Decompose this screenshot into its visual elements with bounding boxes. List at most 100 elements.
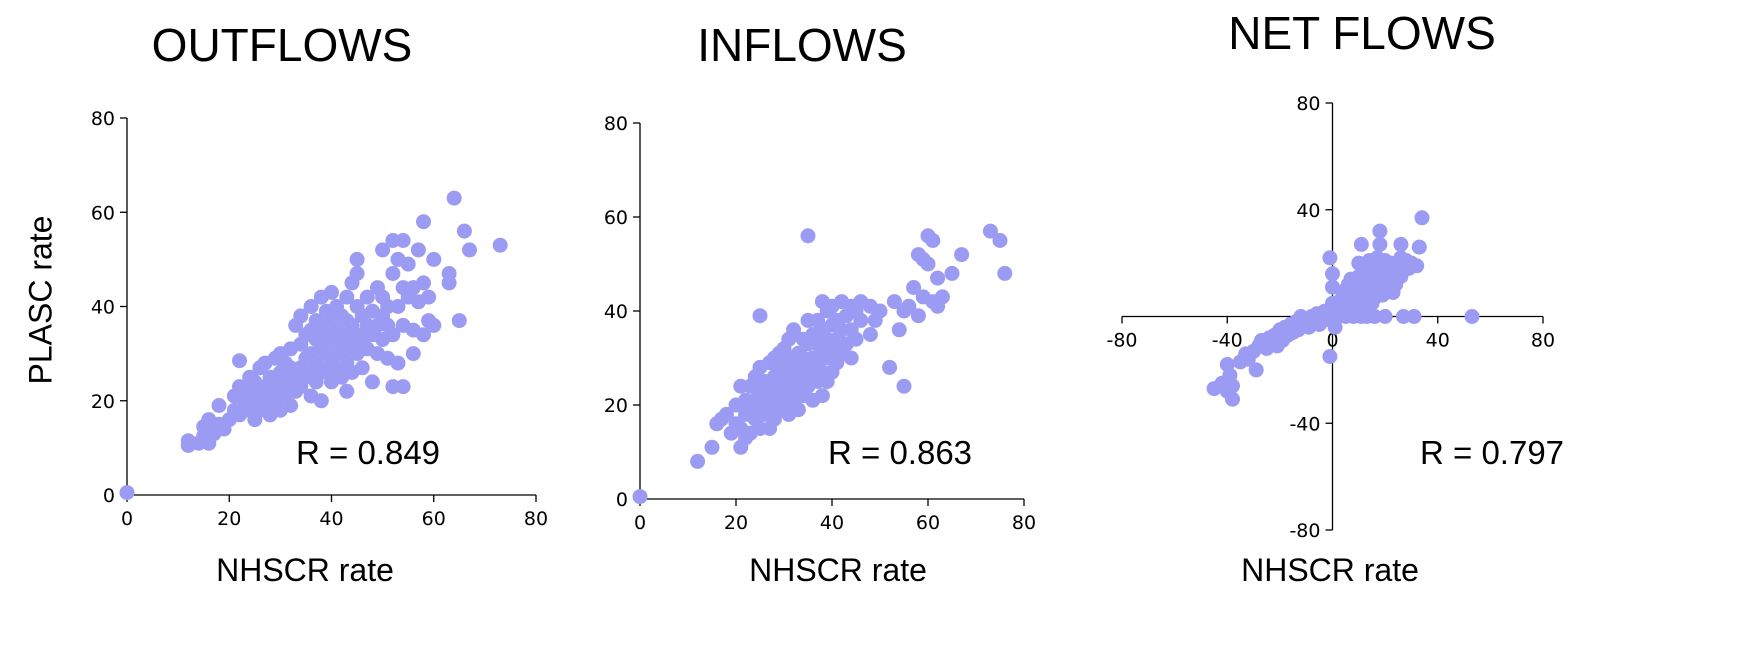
data-point [456,223,472,239]
x-tick-label: 0 [121,508,133,530]
data-point [1464,309,1480,324]
data-point [1325,279,1340,295]
inflows-title: INFLOWS [697,19,907,71]
data-point [992,233,1008,248]
x-tick-label: 40 [1426,330,1450,352]
y-tick-label: 0 [616,489,628,511]
x-tick-label: 40 [820,512,844,534]
data-point [1406,309,1422,324]
y-tick-label: 40 [1296,200,1320,222]
data-point [886,294,902,310]
data-point [944,265,960,281]
x-tick-label: -40 [1212,330,1243,352]
data-point [882,359,898,375]
data-point [853,312,869,328]
y-tick-label: 80 [604,113,628,135]
data-point [814,388,830,404]
data-point [920,256,936,272]
data-point [1396,309,1411,324]
x-tick-label: 80 [1531,330,1555,352]
data-point [752,308,768,324]
data-point [997,265,1013,281]
data-point [800,228,816,244]
data-point [910,308,926,324]
y-tick-label: 0 [103,485,115,507]
x-tick-label: 80 [1012,512,1036,534]
data-point [704,439,720,455]
data-point [492,237,508,253]
data-point [1225,378,1240,394]
outflows-x-axis-label: NHSCR rate [216,552,394,588]
data-point [690,453,706,469]
x-tick-label: -80 [1106,330,1137,352]
data-point [349,266,365,281]
correlation-annotation: R = 0.863 [828,434,972,471]
data-point [462,242,477,258]
data-point [416,275,431,291]
y-tick-label: 60 [91,202,115,224]
data-point [400,256,416,272]
data-point [390,299,406,314]
data-point [211,398,227,413]
data-point [426,317,442,333]
data-point [232,353,247,369]
y-tick-label: 80 [91,108,115,130]
x-tick-label: 20 [217,508,241,530]
data-point [925,233,941,248]
data-point [421,289,437,305]
data-point [930,270,946,286]
data-point [380,299,396,314]
y-tick-label: 80 [1296,93,1320,115]
data-point [843,350,859,366]
x-tick-label: 20 [724,512,748,534]
data-point [385,327,401,343]
data-point [1248,362,1264,378]
x-tick-label: 0 [1326,330,1338,352]
y-tick-label: 40 [91,297,115,319]
data-point [790,402,806,418]
data-point [1409,258,1425,274]
data-point [446,190,462,206]
data-point [901,298,917,314]
data-point [1414,210,1430,226]
data-point [934,289,950,305]
outflows-title: OUTFLOWS [151,19,413,71]
data-point [896,378,912,394]
y-tick-label: 20 [91,391,115,413]
outflows-chart: 0 20 40 60 80 0 20 40 60 80 R = 0.849 [91,108,548,530]
inflows-x-axis-label: NHSCR rate [749,552,927,588]
y-tick-label: -80 [1289,520,1320,542]
data-point [954,247,970,263]
data-point [862,327,878,342]
data-point [354,360,370,376]
inflows-chart: 0 20 40 60 80 0 20 40 60 80 R = 0.863 [604,113,1036,534]
x-tick-label: 60 [422,508,446,530]
y-tick-label: -40 [1289,413,1320,435]
x-tick-label: 40 [319,508,343,530]
data-point [1372,223,1388,239]
data-point [1322,250,1338,266]
data-point [1393,236,1409,252]
data-point [872,303,888,319]
data-point [982,223,998,239]
data-point [395,379,411,395]
data-point [1411,239,1427,255]
data-point [339,383,355,399]
data-point [1219,357,1235,372]
net-flows-x-axis-label: NHSCR rate [1241,552,1419,588]
data-point [349,251,365,267]
data-point [293,308,309,324]
data-point [1322,349,1338,364]
data-point [416,327,431,343]
data-point [1353,236,1369,252]
data-point [848,331,864,347]
x-tick-label: 0 [634,512,646,534]
data-point [385,266,401,281]
net-flows-title: NET FLOWS [1228,7,1496,59]
data-point [390,355,406,371]
data-point [324,284,339,300]
data-point [1377,309,1393,324]
x-tick-label: 60 [916,512,940,534]
data-point [416,214,431,230]
